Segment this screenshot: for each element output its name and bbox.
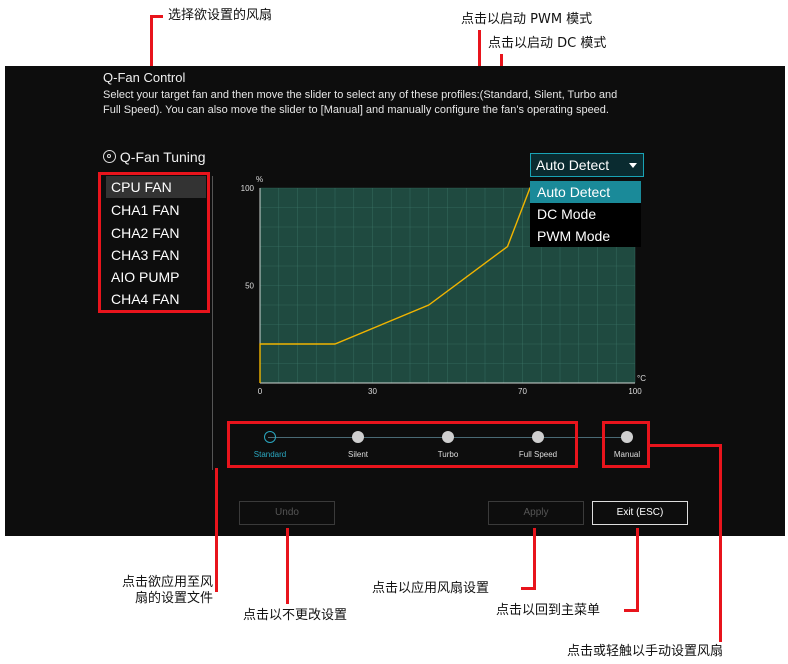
undo-button[interactable]: Undo [239,501,335,525]
fan-item-cha2[interactable]: CHA2 FAN [111,225,180,241]
callout-line [719,444,722,642]
profile-label-silent: Silent [347,450,368,459]
fan-item-cha1[interactable]: CHA1 FAN [111,202,180,218]
dropdown-option-dc-mode[interactable]: DC Mode [530,203,641,225]
x-tick-label: 70 [518,387,527,396]
dropdown-option-auto-detect[interactable]: Auto Detect [530,181,641,203]
qfan-tuning-label: Q-Fan Tuning [119,149,206,165]
mode-dropdown-value: Auto Detect [536,157,610,173]
callout-line [215,468,218,592]
panel-description-line1: Select your target fan and then move the… [103,89,618,101]
select-fan-annotation: 选择欲设置的风扇 [168,8,273,23]
pwm-mode-annotation: 点击以启动 PWM 模式 [461,12,593,27]
fan-item-cpu[interactable]: CPU FAN [106,176,206,198]
qfan-control-panel: Q-Fan Control Select your target fan and… [5,66,785,536]
mode-dropdown[interactable]: Auto Detect [530,153,644,177]
manual-highlight [602,421,650,468]
x-tick-label: 100 [628,387,642,396]
y-tick-label: 100 [241,184,255,193]
y-axis-unit-label: % [256,175,263,184]
exit-annotation: 点击以回到主菜单 [496,603,601,618]
fan-icon [103,150,116,163]
profile-label-turbo: Turbo [437,450,459,459]
profile-dot-standard[interactable] [264,431,276,443]
profile-label-full-speed: Full Speed [518,450,558,459]
chevron-down-icon [629,163,637,168]
fan-item-cha3[interactable]: CHA3 FAN [111,247,180,263]
fan-item-aio-pump[interactable]: AIO PUMP [111,269,180,285]
dc-mode-annotation: 点击以启动 DC 模式 [488,36,607,51]
callout-line [533,528,536,590]
profile-dot-manual[interactable] [621,431,633,443]
manual-annotation: 点击或轻触以手动设置风扇 [567,644,724,659]
apply-profile-annotation-line2: 扇的设置文件 [135,591,214,606]
qfan-tuning-header: Q-Fan Tuning [103,149,206,165]
sidebar-divider [212,176,213,470]
panel-title: Q-Fan Control [103,70,186,85]
profile-highlight [227,421,578,468]
panel-description-line2: Full Speed). You can also move the slide… [103,104,609,116]
profile-dot-turbo[interactable] [442,431,454,443]
profile-label-standard: Standard [253,450,287,459]
dropdown-option-pwm-mode[interactable]: PWM Mode [530,225,641,247]
x-tick-label: 0 [258,387,263,396]
profile-dot-silent[interactable] [352,431,364,443]
x-axis-unit-label: °C [637,374,646,383]
fan-list-highlight [98,172,210,313]
exit-button[interactable]: Exit (ESC) [592,501,688,525]
apply-button[interactable]: Apply [488,501,584,525]
apply-annotation: 点击以应用风扇设置 [372,581,490,596]
y-tick-label: 50 [245,282,254,291]
callout-line [624,609,639,612]
callout-line [286,528,289,604]
undo-annotation: 点击以不更改设置 [243,608,348,623]
callout-line [650,444,722,447]
callout-line [636,528,639,612]
profile-label-manual: Manual [613,450,641,459]
profile-dot-full-speed[interactable] [532,431,544,443]
apply-profile-annotation-line1: 点击欲应用至风 [122,575,214,590]
fan-item-cha4[interactable]: CHA4 FAN [111,291,180,307]
callout-line [521,587,536,590]
callout-line [150,15,163,18]
x-tick-label: 30 [368,387,377,396]
